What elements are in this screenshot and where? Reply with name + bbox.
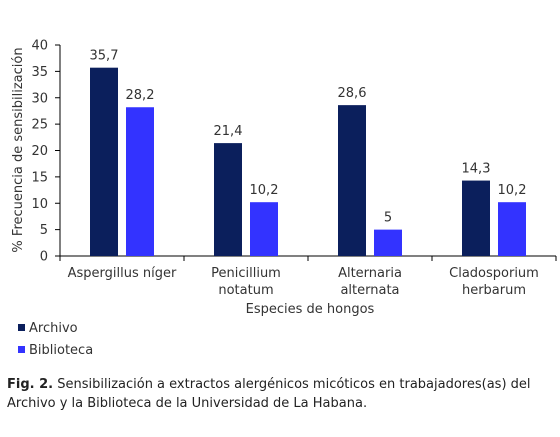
legend-swatch: [18, 346, 25, 353]
bar: [90, 67, 118, 257]
figure-caption: Fig. 2. Sensibilización a extractos aler…: [7, 375, 555, 413]
y-tick-label: 5: [40, 223, 48, 238]
bar-value-label: 14,3: [462, 162, 491, 177]
y-axis-ticks: 0 5 10 15 20 25 30 35 40: [31, 39, 60, 265]
x-tick-label-line: Aspergillus níger: [68, 266, 177, 281]
bar: [462, 180, 490, 256]
x-tick-label-line: Alternaria: [338, 266, 402, 281]
bar-value-label: 28,2: [126, 88, 155, 103]
chart-legend: Archivo Biblioteca: [18, 321, 93, 358]
x-tick-label: Aspergillus níger: [68, 266, 177, 281]
y-axis-label: % Frecuencia de sensibilización: [11, 47, 26, 252]
y-tick-label: 40: [31, 39, 48, 54]
legend-label: Archivo: [29, 321, 78, 336]
x-tick-label-line: Penicillium: [211, 266, 281, 281]
bar-chart: 0 5 10 15 20 25 30 35 40 35,7 28,2 21,4 10,2 28,6 5 14…: [11, 39, 557, 358]
chart-bars: [90, 67, 526, 257]
bar: [498, 202, 526, 256]
bar: [374, 229, 402, 256]
x-tick-label-line: herbarum: [462, 283, 526, 298]
bar: [250, 202, 278, 256]
bar-value-label: 10,2: [250, 183, 279, 198]
figure-caption-text: Sensibilización a extractos alergénicos …: [7, 377, 531, 411]
x-tick-label-line: notatum: [218, 283, 273, 298]
bar-value-label: 10,2: [498, 183, 527, 198]
y-tick-label: 30: [31, 91, 48, 106]
x-tick-label: Cladosporium herbarum: [449, 266, 539, 298]
x-tick-label-line: alternata: [340, 283, 399, 298]
x-tick-label: Alternaria alternata: [338, 266, 402, 298]
y-tick-label: 0: [40, 250, 48, 265]
y-tick-label: 25: [31, 118, 48, 133]
bar: [214, 143, 242, 256]
x-axis-tick-labels: Aspergillus níger Penicillium notatum Alter…: [68, 266, 539, 298]
bar: [338, 105, 366, 256]
bar: [126, 107, 154, 257]
y-tick-label: 20: [31, 144, 48, 159]
bar-value-label: 21,4: [214, 124, 243, 139]
x-tick-label: Penicillium notatum: [211, 266, 281, 298]
bar-value-label: 35,7: [90, 49, 119, 64]
bar-value-label: 5: [384, 211, 392, 226]
legend-label: Biblioteca: [29, 343, 93, 358]
legend-swatch: [18, 324, 25, 331]
y-tick-label: 15: [31, 170, 48, 185]
x-axis-label: Especies de hongos: [246, 302, 375, 317]
y-tick-label: 10: [31, 197, 48, 212]
figure-caption-label: Fig. 2.: [7, 377, 54, 392]
y-tick-label: 35: [31, 65, 48, 80]
x-tick-label-line: Cladosporium: [449, 266, 539, 281]
bar-value-label: 28,6: [338, 86, 367, 101]
bar-value-labels: 35,7 28,2 21,4 10,2 28,6 5 14,3 10,2: [90, 49, 527, 226]
